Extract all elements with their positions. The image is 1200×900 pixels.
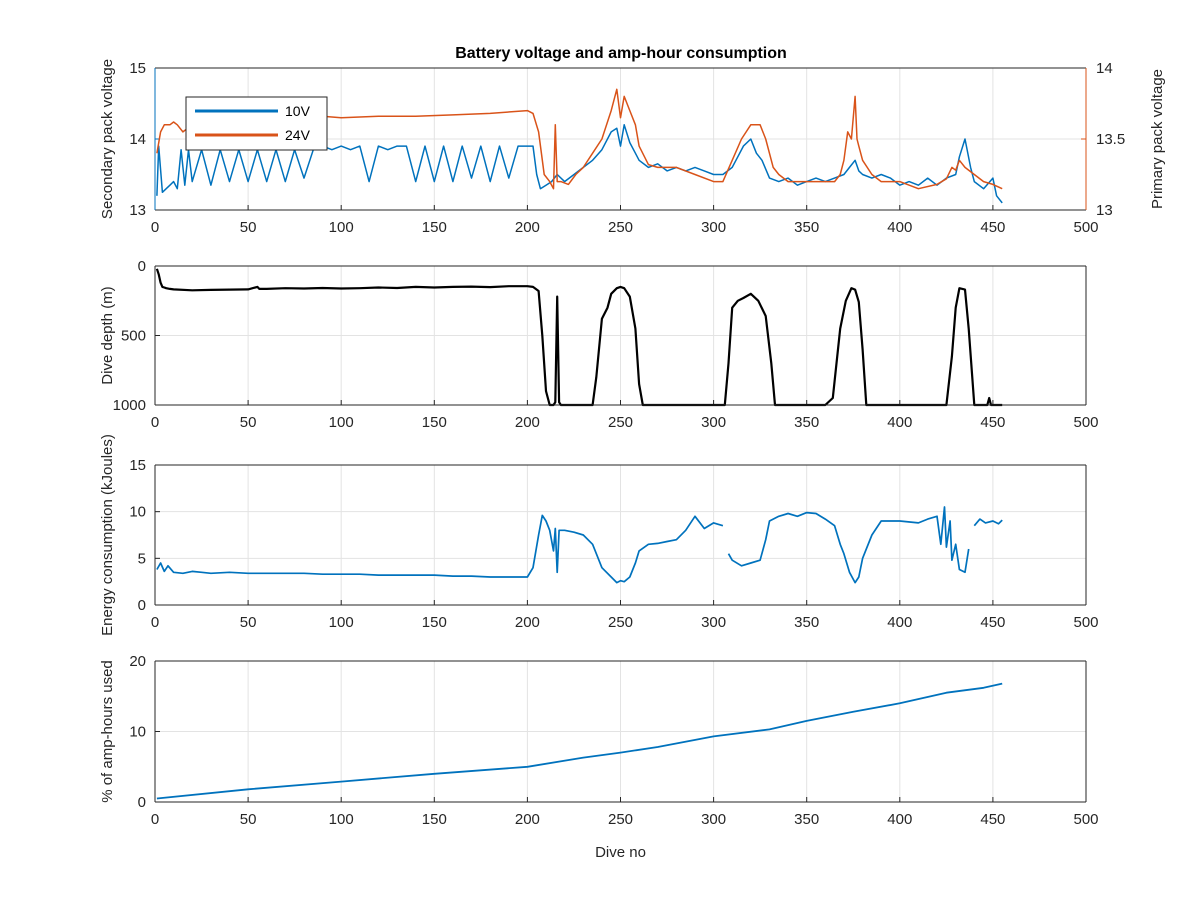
x-tick-label: 250 bbox=[608, 219, 633, 236]
x-tick-label: 350 bbox=[794, 811, 819, 828]
y-tick-label: 0 bbox=[138, 794, 146, 811]
x-tick-label: 450 bbox=[980, 219, 1005, 236]
x-tick-label: 400 bbox=[887, 811, 912, 828]
x-tick-label: 150 bbox=[422, 219, 447, 236]
y-axis-label: Energy consumption (kJoules) bbox=[99, 434, 116, 636]
x-tick-label: 50 bbox=[240, 414, 257, 431]
x-tick-label: 100 bbox=[329, 811, 354, 828]
amp-hours-subplot: 0 50 100 150 200 250 300 350 400 450 500 0 10 20 % of … bbox=[99, 653, 1099, 861]
x-tick-label: 500 bbox=[1073, 614, 1098, 631]
x-tick-label: 150 bbox=[422, 614, 447, 631]
x-tick-label: 0 bbox=[151, 614, 159, 631]
x-tick-label: 0 bbox=[151, 811, 159, 828]
x-tick-label: 100 bbox=[329, 414, 354, 431]
y-tick-label: 15 bbox=[129, 457, 146, 474]
x-tick-label: 300 bbox=[701, 414, 726, 431]
y-tick-label: 10 bbox=[129, 504, 146, 521]
figure-title: Battery voltage and amp-hour consumption bbox=[455, 45, 787, 62]
x-tick-label: 250 bbox=[608, 614, 633, 631]
y-right-tick-label: 14 bbox=[1096, 60, 1113, 77]
x-tick-label: 500 bbox=[1073, 811, 1098, 828]
series-line bbox=[156, 682, 1003, 800]
y-tick-label: 0 bbox=[138, 258, 146, 275]
y-right-tick-label: 13 bbox=[1096, 202, 1113, 219]
x-tick-label: 350 bbox=[794, 219, 819, 236]
y-tick-label: 10 bbox=[129, 724, 146, 741]
x-tick-label: 100 bbox=[329, 614, 354, 631]
y-tick-label: 1000 bbox=[113, 397, 146, 414]
x-tick-label: 150 bbox=[422, 811, 447, 828]
x-tick-label: 350 bbox=[794, 614, 819, 631]
x-tick-label: 50 bbox=[240, 219, 257, 236]
x-tick-label: 500 bbox=[1073, 219, 1098, 236]
x-tick-label: 200 bbox=[515, 811, 540, 828]
y-axis-label: % of amp-hours used bbox=[99, 660, 116, 803]
x-tick-label: 300 bbox=[701, 811, 726, 828]
y-right-tick-label: 13.5 bbox=[1096, 131, 1125, 148]
x-tick-label: 300 bbox=[701, 614, 726, 631]
y-tick-label: 5 bbox=[138, 550, 146, 567]
legend-label-24V: 24V bbox=[285, 127, 311, 143]
x-tick-label: 250 bbox=[608, 811, 633, 828]
x-tick-label: 200 bbox=[515, 219, 540, 236]
x-tick-label: 50 bbox=[240, 811, 257, 828]
x-tick-label: 0 bbox=[151, 414, 159, 431]
x-tick-label: 250 bbox=[608, 414, 633, 431]
series-line bbox=[155, 268, 1003, 407]
x-tick-label: 450 bbox=[980, 811, 1005, 828]
y-tick-label: 0 bbox=[138, 597, 146, 614]
y-tick-label: 13 bbox=[129, 202, 146, 219]
x-tick-label: 400 bbox=[887, 614, 912, 631]
x-tick-label: 0 bbox=[151, 219, 159, 236]
series-line-segment bbox=[156, 514, 724, 584]
x-tick-label: 100 bbox=[329, 219, 354, 236]
x-tick-label: 200 bbox=[515, 414, 540, 431]
y-tick-label: 500 bbox=[121, 328, 146, 345]
x-tick-label: 450 bbox=[980, 614, 1005, 631]
x-tick-label: 350 bbox=[794, 414, 819, 431]
y-axis-label-left: Secondary pack voltage bbox=[99, 59, 116, 219]
x-tick-label: 300 bbox=[701, 219, 726, 236]
y-tick-label: 14 bbox=[129, 131, 146, 148]
x-axis-label: Dive no bbox=[595, 844, 646, 861]
x-tick-label: 450 bbox=[980, 414, 1005, 431]
y-tick-label: 15 bbox=[129, 60, 146, 77]
voltage-subplot: 0 50 100 150 200 250 300 350 400 450 5001314151313… bbox=[99, 59, 1166, 236]
energy-consumption-subplot: 0 50 100 150 200 250 300 350 400 450 500 0 5 10 15 Ener… bbox=[99, 434, 1099, 636]
legend-label-10V: 10V bbox=[285, 103, 311, 119]
x-tick-label: 150 bbox=[422, 414, 447, 431]
x-tick-label: 400 bbox=[887, 414, 912, 431]
dive-depth-subplot: 0 50 100 150 200 250 300 350 400 450 500 0 500 1000 Di… bbox=[99, 258, 1099, 431]
x-tick-label: 400 bbox=[887, 219, 912, 236]
x-tick-label: 200 bbox=[515, 614, 540, 631]
series-line-segment bbox=[973, 518, 1003, 527]
x-tick-label: 50 bbox=[240, 614, 257, 631]
x-tick-label: 500 bbox=[1073, 414, 1098, 431]
legend: 10V 24V bbox=[185, 96, 328, 151]
y-tick-label: 20 bbox=[129, 653, 146, 670]
legend-box bbox=[185, 96, 328, 151]
y-axis-label-right: Primary pack voltage bbox=[1149, 69, 1166, 209]
y-axis-label: Dive depth (m) bbox=[99, 286, 116, 384]
series-line-segment bbox=[727, 506, 970, 584]
